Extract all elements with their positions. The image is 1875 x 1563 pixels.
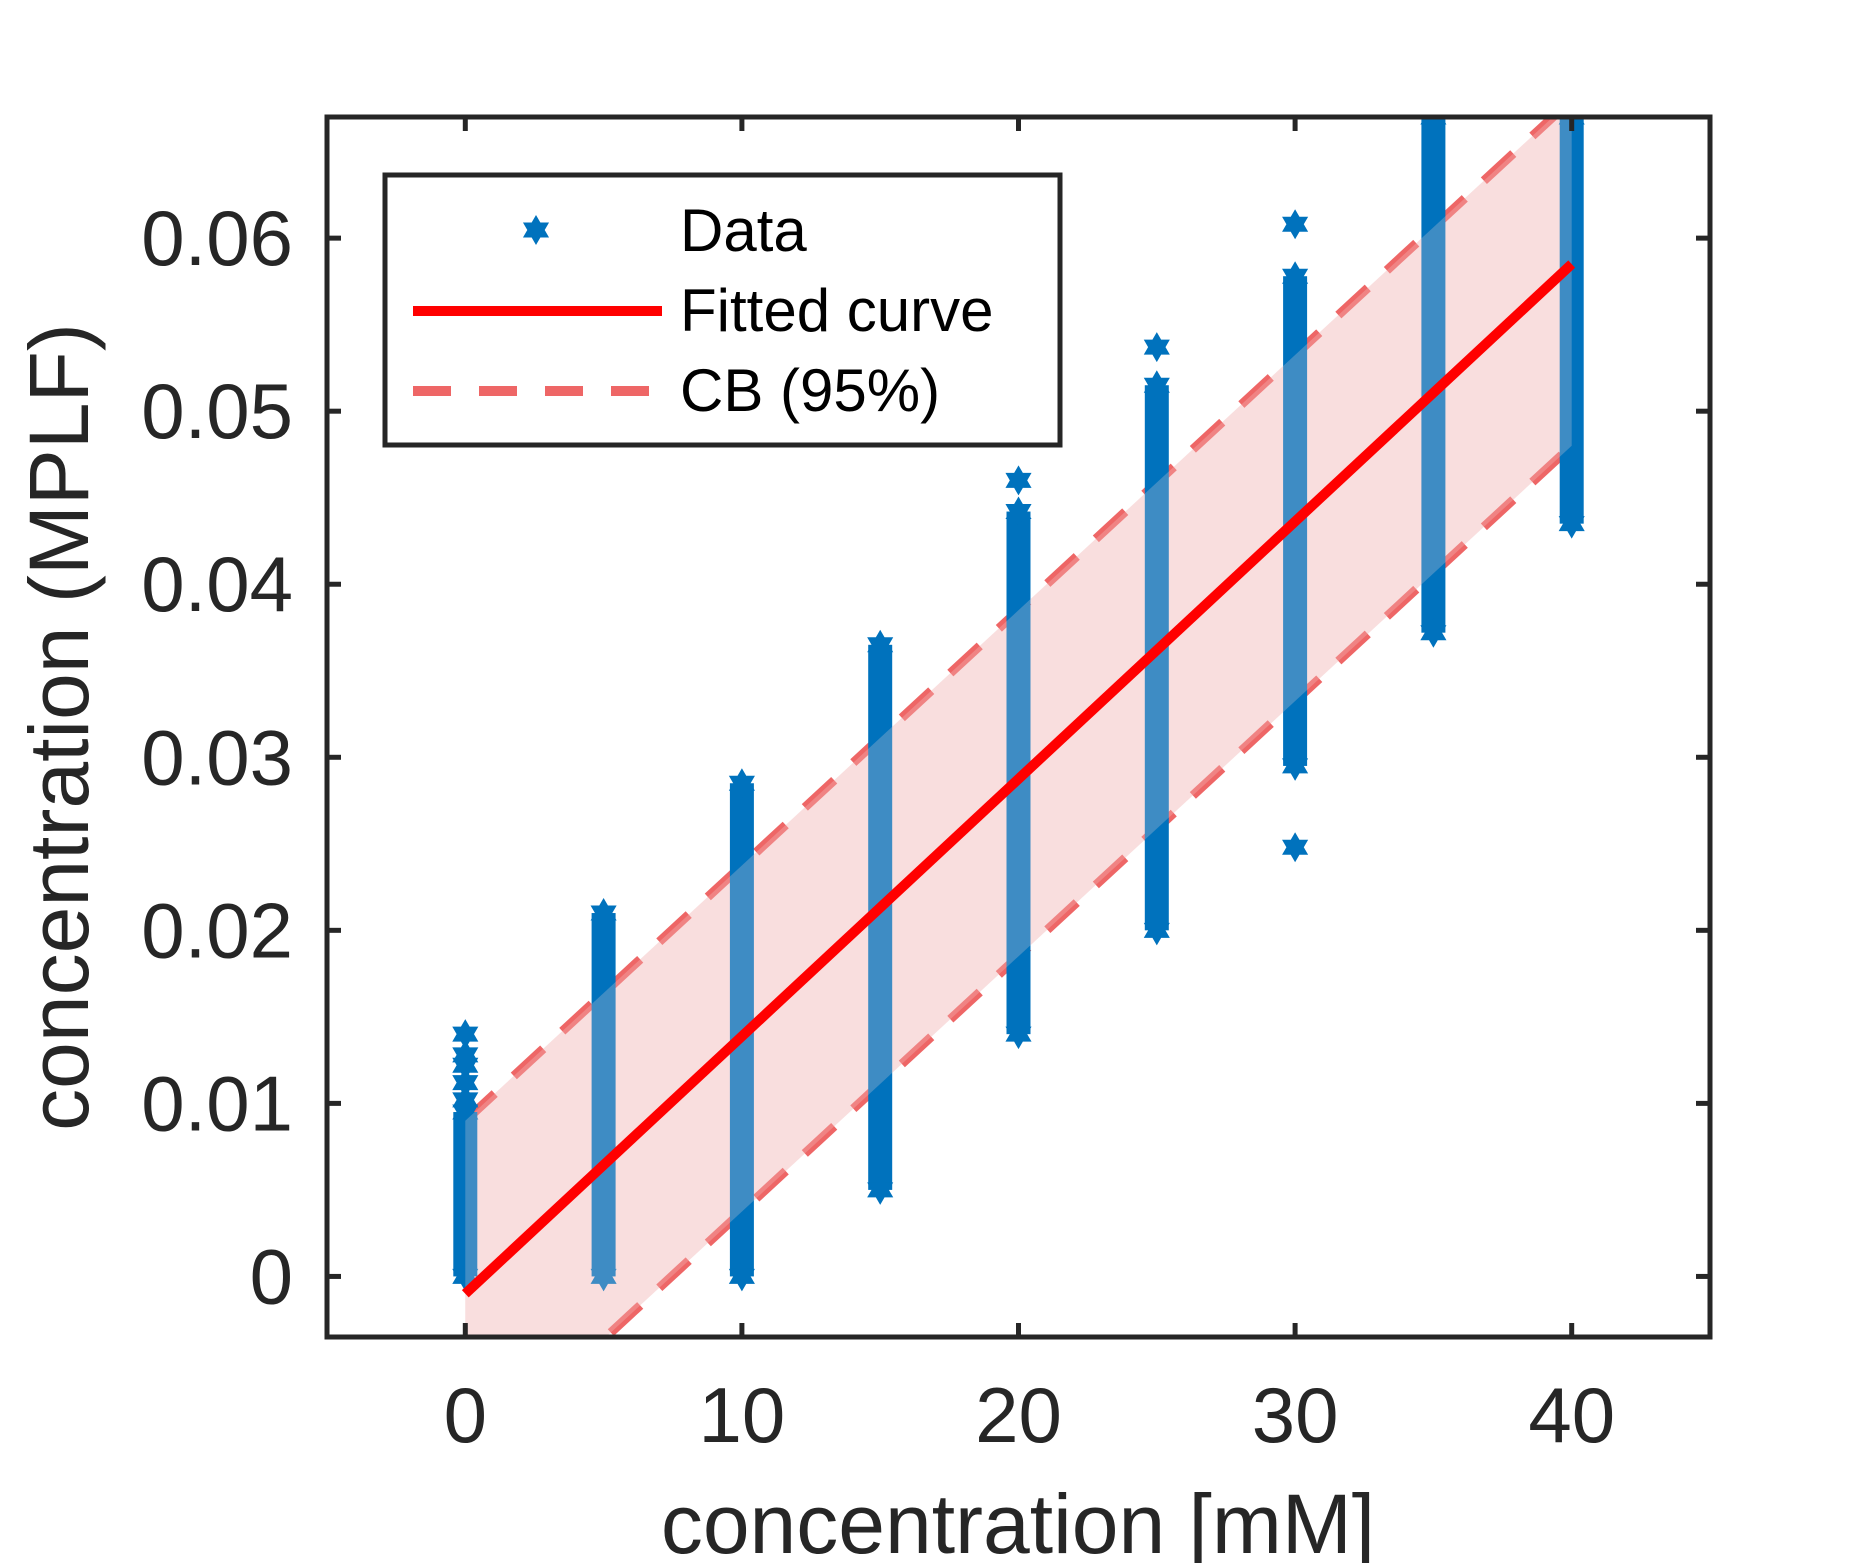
data-column-bar — [1421, 117, 1446, 633]
legend-label-data: Data — [680, 197, 807, 264]
y-axis-title: concentration (MPLF) — [12, 323, 106, 1131]
legend-item-band: CB (95%) — [413, 357, 940, 424]
data-point — [1005, 465, 1032, 496]
y-tick-label: 0.02 — [141, 886, 293, 974]
data-column-bar — [591, 913, 616, 1277]
data-column — [452, 1019, 479, 1292]
data-column-bar — [453, 1112, 478, 1277]
data-column-bar — [1559, 117, 1584, 524]
legend-label-fit: Fitted curve — [680, 277, 993, 344]
data-column — [590, 898, 617, 1292]
y-axis: 0 0.01 0.02 0.03 0.04 0.05 0.06 — [141, 194, 1710, 1320]
legend-label-band: CB (95%) — [680, 357, 940, 424]
x-tick-label: 10 — [699, 1371, 786, 1459]
fitted-curve-line — [461, 260, 1576, 1298]
y-tick-label: 0.04 — [141, 540, 293, 628]
legend-item-fit: Fitted curve — [413, 277, 993, 344]
x-tick-label: 20 — [975, 1371, 1062, 1459]
data-point — [452, 1019, 479, 1050]
y-tick-label: 0.05 — [141, 367, 293, 455]
legend: Data Fitted curve CB (95%) — [382, 172, 1063, 448]
x-tick-label: 30 — [1252, 1371, 1339, 1459]
x-axis-title: concentration [mM] — [661, 1477, 1375, 1563]
y-tick-label: 0.01 — [141, 1059, 293, 1147]
data-point — [1282, 209, 1309, 240]
data-point — [1282, 832, 1309, 863]
x-tick-label: 40 — [1528, 1371, 1615, 1459]
y-tick-label: 0.03 — [141, 713, 293, 801]
data-point — [1143, 332, 1170, 363]
fit-layer — [461, 260, 1576, 1298]
data-column — [1558, 117, 1585, 539]
legend-item-data: Data — [522, 197, 807, 264]
y-tick-label: 0.06 — [141, 194, 293, 282]
y-tick-label: 0 — [250, 1232, 293, 1320]
data-column — [1420, 117, 1447, 648]
x-axis: 0 10 20 30 40 — [444, 117, 1615, 1459]
x-tick-label: 0 — [444, 1371, 487, 1459]
